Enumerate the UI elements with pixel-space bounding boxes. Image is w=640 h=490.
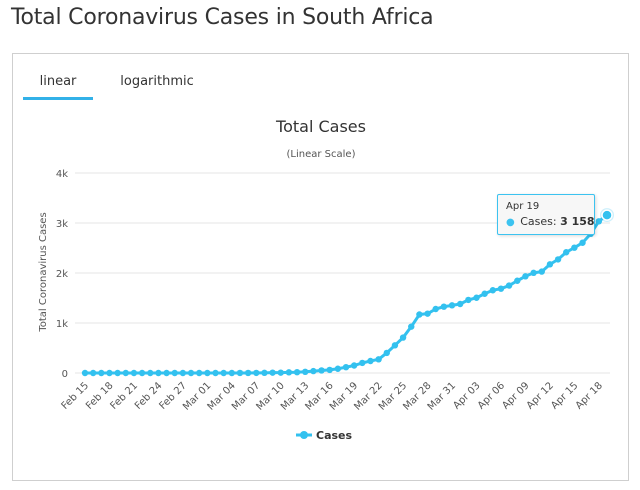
data-point[interactable] bbox=[342, 364, 350, 371]
x-tick-label: Apr 18 bbox=[574, 380, 605, 411]
cases-line bbox=[85, 213, 608, 375]
data-point[interactable] bbox=[601, 209, 613, 221]
data-point[interactable] bbox=[269, 369, 276, 376]
data-point[interactable] bbox=[187, 369, 195, 377]
data-point[interactable] bbox=[89, 369, 97, 377]
data-point[interactable] bbox=[147, 369, 154, 377]
data-point[interactable] bbox=[546, 261, 554, 268]
tab-linear[interactable]: linear bbox=[23, 68, 93, 100]
series-cases bbox=[81, 208, 614, 377]
hover-tooltip: Apr 19 ● Cases: 3 158 bbox=[497, 194, 595, 235]
data-point[interactable] bbox=[408, 323, 415, 330]
data-point[interactable] bbox=[448, 302, 456, 309]
data-point[interactable] bbox=[350, 362, 358, 369]
data-point[interactable] bbox=[563, 249, 570, 256]
data-point[interactable] bbox=[391, 342, 399, 349]
page-title: Total Coronavirus Cases in South Africa bbox=[11, 5, 434, 30]
data-point[interactable] bbox=[473, 294, 480, 301]
data-point[interactable] bbox=[383, 349, 390, 357]
data-point[interactable] bbox=[497, 285, 505, 292]
data-point[interactable] bbox=[432, 305, 439, 313]
data-point[interactable] bbox=[261, 369, 268, 377]
data-point[interactable] bbox=[375, 356, 382, 363]
data-point[interactable] bbox=[416, 311, 423, 318]
data-point[interactable] bbox=[302, 368, 309, 375]
y-axis-ticks: 0 1k 2k 3k 4k bbox=[56, 169, 68, 380]
data-point[interactable] bbox=[318, 367, 325, 374]
data-point[interactable] bbox=[244, 369, 252, 377]
data-point[interactable] bbox=[277, 369, 284, 376]
data-point[interactable] bbox=[236, 369, 244, 377]
data-point[interactable] bbox=[253, 369, 260, 377]
data-point[interactable] bbox=[530, 269, 537, 277]
data-point[interactable] bbox=[367, 357, 374, 365]
legend[interactable]: Cases bbox=[296, 429, 353, 442]
y-tick-label: 3k bbox=[56, 219, 68, 230]
data-point[interactable] bbox=[538, 268, 545, 275]
legend-marker bbox=[300, 431, 308, 439]
data-point[interactable] bbox=[489, 287, 497, 294]
data-point[interactable] bbox=[163, 369, 170, 377]
data-point[interactable] bbox=[514, 277, 521, 284]
data-point[interactable] bbox=[212, 369, 219, 377]
data-point[interactable] bbox=[138, 369, 146, 377]
y-tick-label: 4k bbox=[56, 169, 68, 180]
data-point[interactable] bbox=[171, 369, 178, 377]
y-tick-label: 1k bbox=[56, 319, 68, 330]
data-point[interactable] bbox=[228, 369, 236, 377]
data-point[interactable] bbox=[81, 369, 89, 377]
chart-panel: linear logarithmic bbox=[12, 53, 629, 481]
data-point[interactable] bbox=[204, 369, 211, 377]
data-point[interactable] bbox=[424, 310, 431, 317]
data-point[interactable] bbox=[114, 369, 121, 377]
data-point[interactable] bbox=[522, 273, 529, 280]
data-point[interactable] bbox=[334, 365, 342, 372]
data-point[interactable] bbox=[440, 303, 448, 310]
data-point[interactable] bbox=[220, 369, 227, 377]
data-point[interactable] bbox=[130, 369, 138, 377]
data-point[interactable] bbox=[579, 239, 586, 246]
y-tick-label: 2k bbox=[56, 269, 68, 280]
data-point[interactable] bbox=[98, 369, 105, 377]
data-point[interactable] bbox=[505, 282, 513, 289]
chart-subtitle: (Linear Scale) bbox=[287, 149, 356, 160]
data-point[interactable] bbox=[195, 369, 203, 377]
data-point[interactable] bbox=[481, 290, 488, 297]
y-tick-label: 0 bbox=[62, 369, 68, 380]
data-point[interactable] bbox=[465, 296, 472, 304]
y-axis-title: Total Coronavirus Cases bbox=[38, 212, 49, 332]
data-point[interactable] bbox=[179, 369, 187, 377]
data-point[interactable] bbox=[326, 366, 333, 374]
data-point[interactable] bbox=[359, 359, 366, 367]
tooltip-value: 3 158 bbox=[560, 215, 595, 228]
legend-label[interactable]: Cases bbox=[316, 429, 353, 442]
data-point[interactable] bbox=[456, 300, 464, 308]
data-point[interactable] bbox=[285, 369, 293, 376]
data-point[interactable] bbox=[155, 369, 162, 377]
data-point[interactable] bbox=[571, 244, 578, 251]
chart-title: Total Cases bbox=[275, 117, 366, 136]
data-point[interactable] bbox=[122, 369, 129, 377]
tooltip-date: Apr 19 bbox=[506, 201, 540, 212]
tab-logarithmic[interactable]: logarithmic bbox=[120, 74, 194, 89]
data-point[interactable] bbox=[595, 218, 603, 225]
tooltip-row: ● Cases: 3 158 bbox=[506, 215, 595, 228]
tooltip-series-label: Cases: bbox=[520, 215, 557, 228]
tooltip-marker-icon: ● bbox=[506, 217, 515, 228]
data-point[interactable] bbox=[293, 369, 301, 376]
data-point[interactable] bbox=[399, 334, 407, 341]
data-point[interactable] bbox=[554, 256, 562, 263]
data-point[interactable] bbox=[310, 367, 317, 375]
data-point[interactable] bbox=[106, 369, 113, 377]
